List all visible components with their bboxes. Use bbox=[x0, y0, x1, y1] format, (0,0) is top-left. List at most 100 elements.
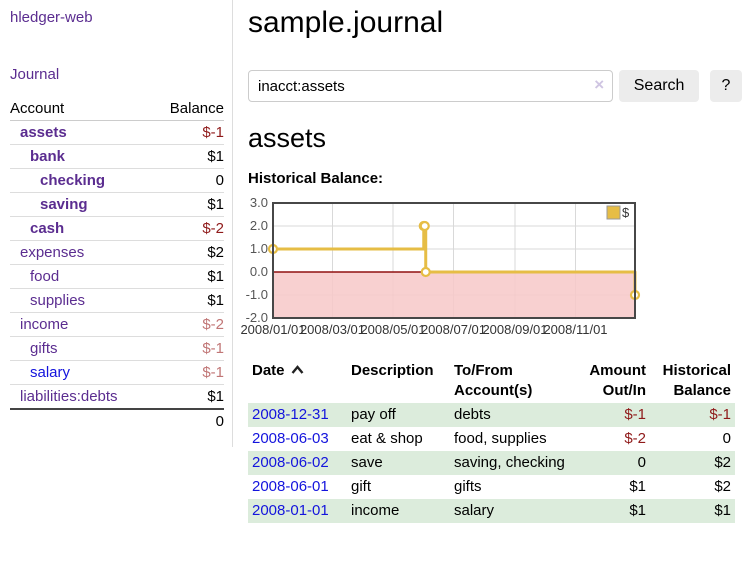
transaction-amount: $1 bbox=[629, 478, 646, 495]
account-row: supplies $1 bbox=[10, 288, 224, 313]
account-row: food $1 bbox=[10, 264, 224, 289]
balance-chart-svg: $3.0 2.0 1.0 0.0 -1.0 -2.02008/01/012008/03/0… bbox=[240, 195, 641, 337]
register-table: Date Description To/From Account(s) Amou… bbox=[248, 359, 735, 523]
svg-text:2008/05/01: 2008/05/01 bbox=[360, 322, 425, 337]
accounts-header-account: Account bbox=[10, 97, 153, 121]
account-balance: $-1 bbox=[152, 120, 224, 145]
svg-text:2008/07/01: 2008/07/01 bbox=[421, 322, 486, 337]
account-link-checking[interactable]: checking bbox=[40, 172, 106, 189]
account-balance: $-2 bbox=[152, 216, 224, 241]
transaction-amount: $-1 bbox=[570, 403, 650, 427]
clear-search-icon[interactable]: × bbox=[594, 75, 605, 94]
account-link-income[interactable]: income bbox=[20, 316, 69, 333]
transaction-amount: $-2 bbox=[624, 430, 646, 447]
search-form: × Search ? bbox=[248, 70, 742, 102]
account-balance: $1 bbox=[152, 264, 224, 289]
accounts-header-balance: Balance bbox=[152, 97, 224, 121]
account-link-gifts[interactable]: gifts bbox=[30, 340, 58, 357]
sort-ascending-icon bbox=[291, 361, 304, 381]
account-balance: $1 bbox=[152, 192, 224, 217]
help-button[interactable]: ? bbox=[710, 70, 742, 102]
transaction-description: pay off bbox=[347, 403, 450, 427]
svg-text:2008/11/01: 2008/11/01 bbox=[543, 322, 607, 337]
register-header-accounts: To/From Account(s) bbox=[454, 362, 533, 399]
account-balance: $1 bbox=[152, 288, 224, 313]
svg-text:2008/01/01: 2008/01/01 bbox=[240, 322, 305, 337]
svg-text:3.0: 3.0 bbox=[250, 195, 268, 210]
accounts-table: Account Balance assets $-1 bank $1 check… bbox=[10, 97, 224, 433]
transaction-amount: $1 bbox=[570, 499, 650, 523]
historical-balance-chart: $3.0 2.0 1.0 0.0 -1.0 -2.0 2008/01/01 2008/03/0… bbox=[238, 195, 648, 345]
register-row: 2008-06-01 gift gifts $1 $2 bbox=[248, 475, 735, 499]
svg-text:2008/03/01: 2008/03/01 bbox=[300, 322, 365, 337]
svg-text:2008/09/01: 2008/09/01 bbox=[482, 322, 547, 337]
account-link-supplies[interactable]: supplies bbox=[30, 292, 86, 309]
transaction-accounts: debts bbox=[450, 403, 570, 427]
account-balance: $-1 bbox=[152, 360, 224, 385]
account-link-assets[interactable]: assets bbox=[20, 124, 67, 141]
register-header-balance: Historical Balance bbox=[662, 362, 731, 399]
page-title: sample.journal bbox=[248, 6, 444, 39]
transaction-accounts: gifts bbox=[454, 478, 482, 495]
account-row: saving $1 bbox=[10, 192, 224, 217]
transaction-description: gift bbox=[351, 478, 372, 495]
account-balance: $2 bbox=[152, 240, 224, 265]
transaction-amount: 0 bbox=[570, 451, 650, 475]
transaction-description: eat & shop bbox=[351, 430, 423, 447]
register-header-row: Date Description To/From Account(s) Amou… bbox=[248, 359, 735, 403]
account-balance: $-2 bbox=[152, 312, 224, 337]
sidebar-item-journal[interactable]: Journal bbox=[10, 66, 60, 83]
transaction-date-link[interactable]: 2008-06-03 bbox=[252, 430, 329, 447]
account-row: cash $-2 bbox=[10, 216, 224, 241]
account-link-food[interactable]: food bbox=[30, 268, 60, 285]
transaction-balance: $-1 bbox=[650, 403, 735, 427]
transaction-balance: 0 bbox=[722, 430, 731, 447]
transaction-date-link[interactable]: 2008-01-01 bbox=[252, 502, 329, 519]
transaction-accounts: food, supplies bbox=[454, 430, 547, 447]
transaction-date-link[interactable]: 2008-06-01 bbox=[252, 478, 329, 495]
transaction-date-link[interactable]: 2008-06-02 bbox=[252, 454, 329, 471]
register-row: 2008-01-01 income salary $1 $1 bbox=[248, 499, 735, 523]
register-row: 2008-06-03 eat & shop food, supplies $-2… bbox=[248, 427, 735, 451]
main-content: sample.journal × Search ? assets Histori… bbox=[240, 0, 742, 523]
search-input-wrap: × bbox=[248, 70, 614, 102]
transaction-balance: $1 bbox=[650, 499, 735, 523]
account-row: gifts $-1 bbox=[10, 336, 224, 361]
account-row: assets $-1 bbox=[10, 120, 224, 145]
account-link-expenses[interactable]: expenses bbox=[20, 244, 85, 261]
svg-text:0.0: 0.0 bbox=[250, 264, 268, 279]
transaction-date-link[interactable]: 2008-12-31 bbox=[252, 406, 329, 423]
account-link-salary[interactable]: salary bbox=[30, 364, 71, 381]
register-row: 2008-12-31 pay off debts $-1 $-1 bbox=[248, 403, 735, 427]
svg-text:2.0: 2.0 bbox=[250, 218, 268, 233]
app-title-link[interactable]: hledger-web bbox=[10, 9, 93, 26]
transaction-accounts: saving, checking bbox=[450, 451, 570, 475]
account-balance: 0 bbox=[152, 168, 224, 193]
account-row: checking 0 bbox=[10, 168, 224, 193]
account-link-saving[interactable]: saving bbox=[40, 196, 88, 213]
accounts-table-header: Account Balance bbox=[10, 97, 224, 121]
register-header-date[interactable]: Date bbox=[248, 359, 347, 403]
account-balance: $1 bbox=[152, 384, 224, 409]
svg-text:-2.0: -2.0 bbox=[246, 310, 268, 325]
svg-text:1.0: 1.0 bbox=[250, 241, 268, 256]
transaction-accounts: salary bbox=[450, 499, 570, 523]
account-balance: $1 bbox=[152, 144, 224, 169]
register-header-description: Description bbox=[351, 362, 434, 379]
account-link-liabilities-debts[interactable]: liabilities:debts bbox=[20, 388, 118, 405]
accounts-total-value: 0 bbox=[152, 408, 224, 433]
transaction-balance: $2 bbox=[650, 451, 735, 475]
accounts-total-row: 0 bbox=[10, 408, 224, 433]
account-row: expenses $2 bbox=[10, 240, 224, 265]
account-row: salary $-1 bbox=[10, 360, 224, 385]
account-row: liabilities:debts $1 bbox=[10, 384, 224, 409]
account-row: income $-2 bbox=[10, 312, 224, 337]
svg-text:-1.0: -1.0 bbox=[246, 287, 268, 302]
search-button[interactable]: Search bbox=[619, 70, 700, 102]
account-balance: $-1 bbox=[152, 336, 224, 361]
account-link-cash[interactable]: cash bbox=[30, 220, 65, 237]
search-input[interactable] bbox=[248, 70, 614, 102]
account-link-bank[interactable]: bank bbox=[30, 148, 66, 165]
chart-title: Historical Balance: bbox=[248, 170, 384, 187]
account-row: bank $1 bbox=[10, 144, 224, 169]
